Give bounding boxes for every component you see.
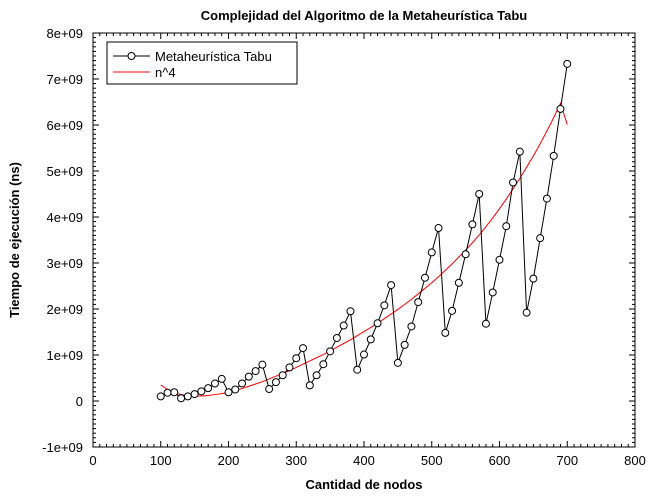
legend-label-n4: n^4 [155, 65, 176, 80]
data-point [441, 328, 450, 337]
data-point [156, 392, 165, 401]
x-tick-label: 100 [150, 453, 172, 468]
data-point [393, 358, 402, 367]
data-point [515, 147, 524, 156]
data-point [522, 308, 531, 317]
data-point [536, 234, 545, 243]
data-point [183, 392, 192, 401]
data-point [502, 222, 511, 231]
data-point [332, 333, 341, 342]
data-point [190, 390, 199, 399]
x-tick-label: 400 [353, 453, 375, 468]
data-point [353, 365, 362, 374]
x-tick-label: 700 [556, 453, 578, 468]
data-point [271, 378, 280, 387]
x-tick-label: 300 [285, 453, 307, 468]
data-point [339, 321, 348, 330]
data-point [224, 388, 233, 397]
y-tick-label: 3e+09 [46, 256, 83, 271]
x-axis-label: Cantidad de nodos [306, 477, 423, 492]
data-point [448, 306, 457, 315]
data-point [278, 371, 287, 380]
data-point [244, 372, 253, 381]
data-point [434, 224, 443, 233]
x-axis: 0 100 200 300 400 500 600 700 800 [89, 33, 646, 468]
series-layer [156, 59, 572, 403]
data-point [373, 319, 382, 328]
data-point [468, 220, 477, 229]
legend: Metaheurística Tabu n^4 [106, 41, 298, 85]
y-axis: -1e+09 0 1e+09 2e+09 3e+09 4e+09 5e+09 6e+09 7e+… [42, 26, 635, 455]
data-point [542, 194, 551, 203]
data-point [380, 301, 389, 310]
data-point [414, 298, 423, 307]
data-point [387, 281, 396, 290]
data-point [495, 255, 504, 264]
data-point [163, 388, 172, 397]
data-point [563, 59, 572, 68]
data-point [210, 379, 219, 388]
data-point [326, 347, 335, 356]
data-point [407, 322, 416, 331]
data-point [427, 248, 436, 257]
data-point [556, 104, 565, 113]
x-tick-label: 500 [421, 453, 443, 468]
y-tick-label: 4e+09 [46, 210, 83, 225]
y-tick-label: 8e+09 [46, 26, 83, 41]
y-tick-label: -1e+09 [42, 440, 83, 455]
data-point [475, 190, 484, 198]
data-point [420, 273, 429, 282]
data-point [454, 278, 463, 287]
data-point [319, 360, 328, 369]
x-tick-label: 800 [624, 453, 646, 468]
data-point [549, 151, 558, 160]
plot-area-frame [92, 32, 636, 448]
data-point [509, 178, 518, 187]
data-point [346, 307, 355, 316]
data-point [177, 394, 186, 403]
legend-box [106, 41, 298, 85]
data-point [204, 384, 213, 393]
data-point [366, 335, 375, 344]
data-point [258, 360, 267, 369]
y-axis-label: Tiempo de ejecución (ns) [7, 162, 22, 318]
y-tick-label: 2e+09 [46, 302, 83, 317]
y-tick-label: 0 [76, 394, 83, 409]
data-point [265, 385, 274, 394]
y-tick-label: 5e+09 [46, 164, 83, 179]
data-point [292, 354, 301, 363]
data-point [529, 274, 538, 283]
y-tick-label: 1e+09 [46, 348, 83, 363]
chart-title: Complejidad del Algoritmo de la Metaheur… [201, 8, 528, 23]
data-point [251, 367, 260, 376]
legend-marker-tabu [127, 52, 136, 60]
data-point [299, 344, 308, 353]
data-point [238, 379, 247, 388]
data-point [170, 388, 179, 397]
x-tick-label: 600 [489, 453, 511, 468]
data-point [305, 381, 314, 390]
data-point [231, 385, 240, 394]
data-point [400, 340, 409, 349]
data-point [197, 387, 206, 396]
data-point [360, 350, 368, 359]
legend-label-tabu: Metaheurística Tabu [155, 49, 272, 64]
x-tick-label: 0 [89, 453, 96, 468]
data-point [217, 374, 226, 383]
x-tick-label: 200 [218, 453, 240, 468]
data-point [481, 319, 490, 328]
data-point [488, 288, 497, 297]
y-tick-label: 6e+09 [46, 118, 83, 133]
series-line-tabu [160, 63, 568, 399]
data-point [285, 363, 294, 372]
y-tick-label: 7e+09 [46, 72, 83, 87]
data-point [461, 250, 470, 259]
data-point [312, 371, 321, 380]
